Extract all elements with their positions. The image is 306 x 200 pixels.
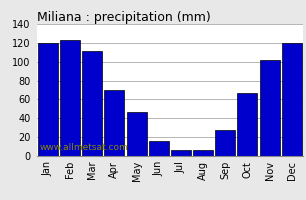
Bar (82, 51, 102, 156)
Bar (104, 90, 124, 156)
Bar (127, 112, 147, 156)
Bar (171, 150, 191, 156)
Bar (215, 130, 235, 156)
Bar (149, 141, 169, 156)
Text: Miliana : precipitation (mm): Miliana : precipitation (mm) (37, 11, 211, 24)
Bar (60, 40, 80, 156)
Bar (260, 60, 280, 156)
Bar (237, 93, 257, 156)
Text: www.allmetsat.com: www.allmetsat.com (39, 143, 128, 152)
Bar (38, 43, 58, 156)
Bar (282, 43, 302, 156)
Bar (193, 150, 213, 156)
